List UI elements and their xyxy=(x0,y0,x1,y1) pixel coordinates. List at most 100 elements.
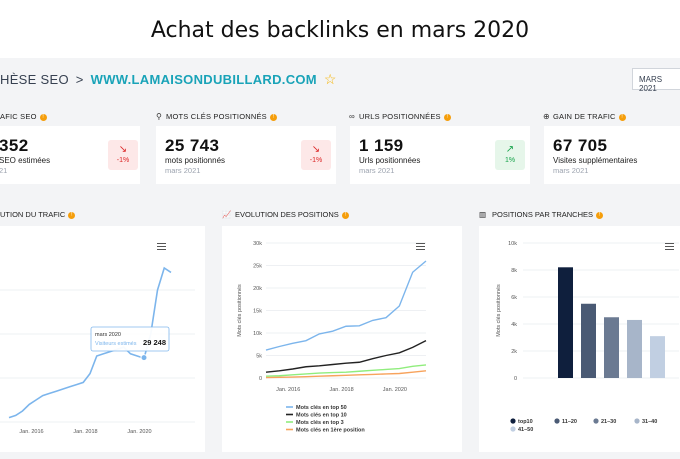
info-icon[interactable]: ! xyxy=(596,212,603,219)
legend-label: Mots clés en top 3 xyxy=(296,420,344,426)
trend-change: 1% xyxy=(504,157,516,164)
info-icon[interactable]: ! xyxy=(68,212,76,219)
x-tick-label: Jan. 2018 xyxy=(329,387,353,393)
legend-label: 21–30 xyxy=(601,419,616,425)
info-icon[interactable]: ! xyxy=(618,114,626,121)
y-tick-label: 8k xyxy=(511,268,517,274)
chart-title-traffic: UTION DU TRAFIC! xyxy=(0,210,76,219)
trend-change: -1% xyxy=(309,157,323,164)
legend-marker xyxy=(634,418,640,424)
legend-label: 11–20 xyxy=(562,419,577,425)
trend-badge: ↘ -1% xyxy=(301,140,331,170)
chart-positions-svg: 0 5k 10k 15k 20k 25k 30k Mots clés positionnés J… xyxy=(237,241,427,434)
legend-marker xyxy=(593,418,599,424)
section-mots-cles: ⚲ MOTS CLÉS POSITIONNÉS! xyxy=(156,112,277,121)
kpi-card-trafic: 352 SEO estimées 21 ↘ -1% xyxy=(0,126,140,184)
tooltip-date: mars 2020 xyxy=(95,332,121,338)
arrow-up-icon: ↗ xyxy=(505,144,515,155)
y-tick-label: 0 xyxy=(514,376,517,382)
y-tick-label: 0 xyxy=(259,376,262,382)
legend-marker xyxy=(510,426,516,432)
tooltip-marker xyxy=(140,354,148,362)
chart-tranches: 0 2k 4k 6k 8k 10k Mots clés positionnés top10 11… xyxy=(479,226,680,452)
chart-positions: 0 5k 10k 15k 20k 25k 30k Mots clés positionnés J… xyxy=(222,226,462,452)
tooltip-box xyxy=(90,326,170,352)
bar xyxy=(558,267,573,378)
series-line xyxy=(265,340,427,373)
section-trafic-seo: AFIC SEO! xyxy=(0,112,47,121)
kpi-date: mars 2021 xyxy=(553,166,589,175)
y-tick-label: 2k xyxy=(511,349,517,355)
legend-label: Mots clés en top 50 xyxy=(296,405,347,411)
kpi-value: 352 xyxy=(0,136,29,155)
section-trafic-seo-label: AFIC SEO xyxy=(0,112,37,121)
menu-icon[interactable] xyxy=(157,243,166,250)
kpi-date: 21 xyxy=(0,166,8,175)
chart-title-positions: 📈 EVOLUTION DES POSITIONS! xyxy=(222,210,349,219)
page-title: Achat des backlinks en mars 2020 xyxy=(150,18,530,43)
kpi-label: mots positionnés xyxy=(165,156,226,165)
legend-label: Mots clés en top 10 xyxy=(296,413,347,419)
kpi-value: 1 159 xyxy=(359,136,404,155)
chart-title-tranches: ▥ POSITIONS PAR TRANCHES! xyxy=(479,210,603,219)
chart-title-tranches-label: POSITIONS PAR TRANCHES xyxy=(492,210,593,219)
kpi-date: mars 2021 xyxy=(359,166,395,175)
arrow-down-icon: ↘ xyxy=(311,144,321,155)
info-icon[interactable]: ! xyxy=(39,114,47,121)
kpi-label: Visites supplémentaires xyxy=(553,156,638,165)
section-urls-label: URLS POSITIONNÉES xyxy=(359,112,441,121)
legend-label: top10 xyxy=(518,419,533,425)
trend-change: -1% xyxy=(116,157,130,164)
menu-icon[interactable] xyxy=(665,243,674,250)
chart-tranches-svg: 0 2k 4k 6k 8k 10k Mots clés positionnés top10 11… xyxy=(496,241,679,433)
section-gain: ⊕ GAIN DE TRAFIC! xyxy=(543,112,626,121)
y-tick-label: 25k xyxy=(253,264,262,270)
breadcrumb: HÈSE SEO > WWW.LAMAISONDUBILLARD.COM ☆ xyxy=(0,71,337,88)
tooltip-label: Visiteurs estimés xyxy=(95,341,137,347)
chart-title-traffic-label: UTION DU TRAFIC xyxy=(0,210,66,219)
kpi-card-gain: 67 705 Visites supplémentaires mars 2021 xyxy=(544,126,680,184)
y-tick-label: 15k xyxy=(253,309,262,315)
date-selector[interactable]: MARS 2021 xyxy=(632,68,680,93)
x-tick-label: Jan. 2016 xyxy=(276,387,300,393)
link-icon: ∞ xyxy=(349,112,355,121)
x-tick-label: Jan. 2016 xyxy=(19,429,43,435)
bar-chart-icon: ▥ xyxy=(479,210,487,219)
key-icon: ⚲ xyxy=(156,112,163,121)
target-icon: ⊕ xyxy=(543,112,550,121)
legend-label: 31–40 xyxy=(642,419,657,425)
y-tick-label: 10k xyxy=(253,331,262,337)
y-tick-label: 10k xyxy=(508,241,517,247)
kpi-value: 25 743 xyxy=(165,136,220,155)
x-tick-label: Jan. 2020 xyxy=(383,387,407,393)
info-icon[interactable]: ! xyxy=(341,212,349,219)
chart-title-positions-label: EVOLUTION DES POSITIONS xyxy=(235,210,339,219)
star-icon[interactable]: ☆ xyxy=(323,71,337,87)
series-line xyxy=(265,364,427,377)
menu-icon[interactable] xyxy=(416,243,425,250)
kpi-card-urls: 1 159 Urls positionnées mars 2021 ↗ 1% xyxy=(350,126,530,184)
bar xyxy=(581,303,596,378)
x-tick-label: Jan. 2020 xyxy=(127,429,151,435)
info-icon[interactable]: ! xyxy=(269,114,277,121)
breadcrumb-separator: > xyxy=(75,72,84,87)
series-line xyxy=(265,370,427,379)
section-gain-label: GAIN DE TRAFIC xyxy=(553,112,616,121)
breadcrumb-project[interactable]: HÈSE SEO xyxy=(0,72,69,87)
legend-label: Mots clés en 1ère position xyxy=(296,428,365,434)
y-axis-label: Mots clés positionnés xyxy=(237,284,243,337)
bar xyxy=(604,317,619,378)
trend-badge: ↗ 1% xyxy=(495,140,525,170)
breadcrumb-bar: HÈSE SEO > WWW.LAMAISONDUBILLARD.COM ☆ xyxy=(0,58,680,100)
legend-marker xyxy=(510,418,516,424)
y-tick-label: 5k xyxy=(256,354,262,360)
y-axis-label: Mots clés positionnés xyxy=(496,284,502,337)
y-tick-label: 30k xyxy=(253,241,262,247)
info-icon[interactable]: ! xyxy=(443,114,451,121)
chart-line-icon: 📈 xyxy=(222,210,232,219)
kpi-value: 67 705 xyxy=(553,136,608,155)
breadcrumb-domain[interactable]: WWW.LAMAISONDUBILLARD.COM xyxy=(90,72,317,87)
series-line xyxy=(265,260,427,351)
trend-badge: ↘ -1% xyxy=(108,140,138,170)
arrow-down-icon: ↘ xyxy=(118,144,128,155)
